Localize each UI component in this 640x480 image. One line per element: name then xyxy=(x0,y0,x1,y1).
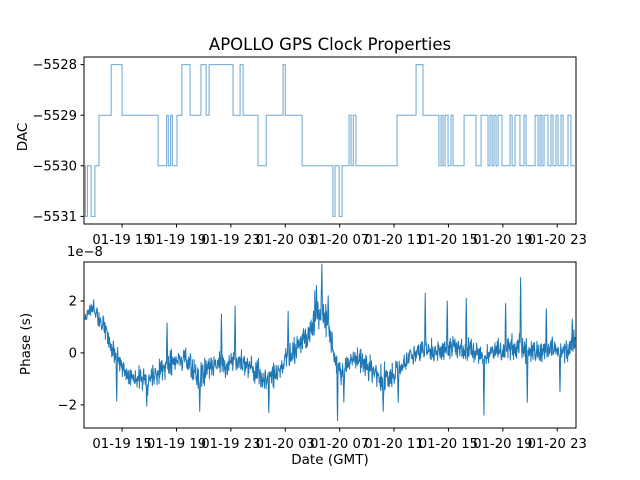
x-tick-label: 01-20 07 xyxy=(310,437,369,452)
y-tick-label: −5530 xyxy=(32,159,77,174)
x-tick-label: 01-20 03 xyxy=(256,233,315,248)
y-tick-label: −5528 xyxy=(32,58,77,73)
x-tick-label: 01-19 23 xyxy=(201,233,260,248)
x-tick-label: 01-20 15 xyxy=(419,233,478,248)
x-tick-label: 01-20 19 xyxy=(473,437,532,452)
top-ylabel: DAC xyxy=(15,123,31,152)
x-tick-label: 01-19 19 xyxy=(147,437,206,452)
y-tick-label: −5531 xyxy=(32,210,77,225)
x-tick-label: 01-20 23 xyxy=(528,233,587,248)
axes-spines xyxy=(83,56,577,225)
x-tick-label: 01-20 23 xyxy=(528,437,587,452)
x-tick-label: 01-20 07 xyxy=(310,233,369,248)
x-tick-label: 01-19 15 xyxy=(92,437,151,452)
x-tick-label: 01-20 03 xyxy=(256,437,315,452)
bottom-ylabel: Phase (s) xyxy=(18,313,34,375)
dac-series-line xyxy=(84,64,576,217)
x-tick-label: 01-20 11 xyxy=(364,437,423,452)
x-tick-label: 01-19 23 xyxy=(201,437,260,452)
phase-series-line xyxy=(84,263,576,421)
x-tick-label: 01-19 19 xyxy=(147,233,206,248)
x-tick-label: 01-20 19 xyxy=(473,233,532,248)
axes-spines xyxy=(83,261,577,429)
chart-title: APOLLO GPS Clock Properties xyxy=(209,35,451,54)
y-tick-label: −2 xyxy=(58,398,77,413)
offset-text-1e-8: 1e−8 xyxy=(67,245,103,260)
x-tick-label: 01-20 11 xyxy=(364,233,423,248)
y-tick-label: 0 xyxy=(69,347,77,362)
x-tick-label: 01-19 15 xyxy=(92,233,151,248)
y-tick-label: 2 xyxy=(69,295,77,310)
x-tick-label: 01-20 15 xyxy=(419,437,478,452)
xlabel-date-gmt: Date (GMT) xyxy=(291,452,368,468)
y-tick-label: −5529 xyxy=(32,109,77,124)
